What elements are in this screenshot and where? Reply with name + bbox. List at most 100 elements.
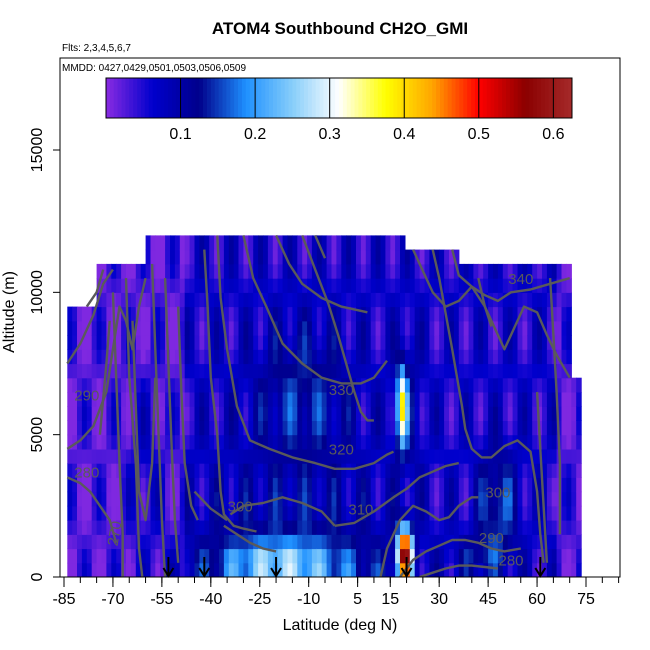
heat-cell [527, 335, 533, 350]
heat-cell [390, 477, 396, 493]
heat-cell [463, 548, 470, 564]
heat-cell [292, 406, 298, 421]
heat-cell [263, 406, 269, 421]
heat-cell [91, 548, 98, 564]
heat-cell [67, 520, 73, 535]
heat-cell [106, 505, 112, 521]
heat-cell [204, 520, 210, 535]
heat-cell [546, 434, 553, 450]
heat-cell [571, 377, 577, 393]
heat-cell [390, 406, 396, 421]
heat-cell [81, 505, 88, 521]
heat-cell [351, 292, 357, 308]
heat-cell [174, 335, 181, 350]
heat-cell [189, 477, 196, 493]
heat-cell [566, 477, 572, 493]
heat-cell [101, 448, 107, 464]
heat-cell [140, 363, 147, 379]
heat-cell [502, 520, 509, 535]
heat-cell [331, 548, 337, 564]
heat-cell [121, 463, 127, 478]
heat-cell [532, 306, 538, 322]
heat-cell [356, 278, 362, 293]
colorbar-swatch [525, 78, 530, 118]
heat-cell [458, 349, 465, 365]
heat-cell [522, 292, 528, 308]
heat-cell [351, 406, 357, 421]
heat-cell [130, 377, 137, 393]
heat-cell [449, 406, 455, 421]
heat-cell [316, 562, 323, 577]
heat-cell [546, 520, 553, 535]
heat-cell [473, 392, 479, 407]
heat-cell [184, 562, 191, 577]
heat-cell [507, 263, 514, 279]
heat-cell [429, 491, 435, 507]
heat-cell [253, 534, 259, 550]
heat-cell [282, 349, 289, 365]
heat-cell [189, 235, 196, 251]
heat-cell [282, 534, 289, 550]
heat-cell [126, 306, 132, 322]
heat-cell [404, 534, 411, 550]
heat-cell [556, 548, 563, 564]
heat-cell [404, 434, 411, 450]
heat-cell [248, 520, 254, 535]
heat-cell [145, 534, 152, 550]
heat-cell [571, 463, 577, 478]
heat-cell [375, 534, 382, 550]
heat-cell [311, 562, 318, 577]
heat-cell [439, 420, 445, 436]
heat-cell [311, 534, 318, 550]
heat-cell [356, 434, 362, 450]
heat-cell [444, 249, 450, 265]
heat-cell [370, 306, 377, 322]
heat-cell [150, 491, 156, 507]
heat-cell [497, 491, 504, 507]
heat-cell [458, 434, 465, 450]
heat-cell [155, 477, 161, 493]
heat-cell [321, 520, 328, 535]
heat-cell [145, 505, 152, 521]
heat-cell [106, 491, 112, 507]
heat-cell [331, 306, 337, 322]
heat-cell [468, 548, 475, 564]
heat-cell [341, 463, 347, 478]
heat-cell [488, 434, 494, 450]
heat-cell [81, 520, 88, 535]
colorbar-swatch [164, 78, 169, 118]
heat-cell [497, 448, 504, 464]
heat-cell [258, 392, 264, 407]
heat-cell [111, 477, 117, 493]
heat-cell [72, 320, 78, 336]
heat-cell [502, 548, 509, 564]
heat-cell [189, 505, 196, 521]
heat-cell [566, 392, 572, 407]
heat-cell [326, 377, 333, 393]
colorbar-swatch [129, 78, 134, 118]
heat-cell [429, 534, 435, 550]
heat-cell [116, 406, 122, 421]
heat-cell [189, 377, 196, 393]
heat-cell [292, 548, 298, 564]
heat-cell [106, 263, 112, 279]
heat-cell [258, 306, 264, 322]
heat-cell [566, 292, 572, 308]
heat-cell [561, 335, 567, 350]
colorbar-swatch [304, 78, 309, 118]
heat-cell [561, 278, 567, 293]
heat-cell [463, 505, 470, 521]
heat-cell [439, 463, 445, 478]
heat-cell [449, 292, 455, 308]
heat-cell [243, 320, 249, 336]
heat-cell [488, 335, 494, 350]
heat-cell [478, 434, 484, 450]
colorbar-swatch [241, 78, 247, 118]
heat-cell [174, 420, 181, 436]
heat-cell [155, 505, 161, 521]
colorbar-swatch [513, 78, 519, 118]
heat-cell [512, 548, 519, 564]
heat-cell [189, 278, 196, 293]
heat-cell [527, 392, 533, 407]
heat-cell [463, 292, 470, 308]
